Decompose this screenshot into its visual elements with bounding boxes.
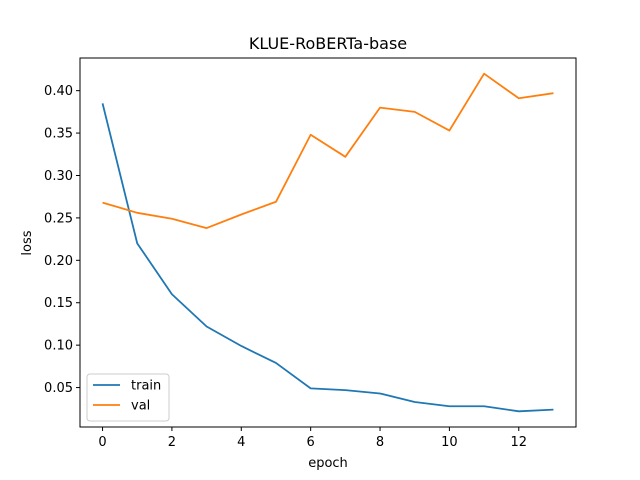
x-axis-label: epoch (308, 456, 348, 471)
x-tick-label: 10 (441, 435, 458, 450)
x-tick-label: 12 (510, 435, 527, 450)
y-tick-label: 0.10 (44, 339, 73, 354)
x-tick-label: 0 (98, 435, 106, 450)
axis-ticks: 0 2 4 6 8 10 12 0.05 0.10 0.15 0.20 0.25 0.30 0.35 0.4… (44, 84, 527, 450)
x-tick-label: 2 (168, 435, 176, 450)
series-line-train (101, 103, 554, 413)
legend-label-train: train (131, 379, 161, 394)
y-tick-label: 0.20 (44, 254, 73, 269)
y-tick-label: 0.35 (44, 127, 73, 142)
legend: train val (86, 373, 170, 422)
y-axis-label: loss (20, 230, 35, 255)
y-tick-label: 0.30 (44, 169, 73, 184)
x-tick-label: 6 (307, 435, 315, 450)
series-line-val (102, 72, 554, 229)
x-tick-label: 8 (376, 435, 384, 450)
series-lines (101, 72, 554, 413)
y-tick-label: 0.05 (44, 381, 73, 396)
y-tick-label: 0.40 (44, 84, 73, 99)
y-tick-label: 0.25 (44, 211, 73, 226)
x-tick-label: 4 (237, 435, 245, 450)
legend-label-val: val (131, 399, 150, 414)
plot-frame (79, 57, 577, 428)
chart-title: KLUE-RoBERTa-base (249, 34, 407, 53)
y-tick-label: 0.15 (44, 296, 73, 311)
